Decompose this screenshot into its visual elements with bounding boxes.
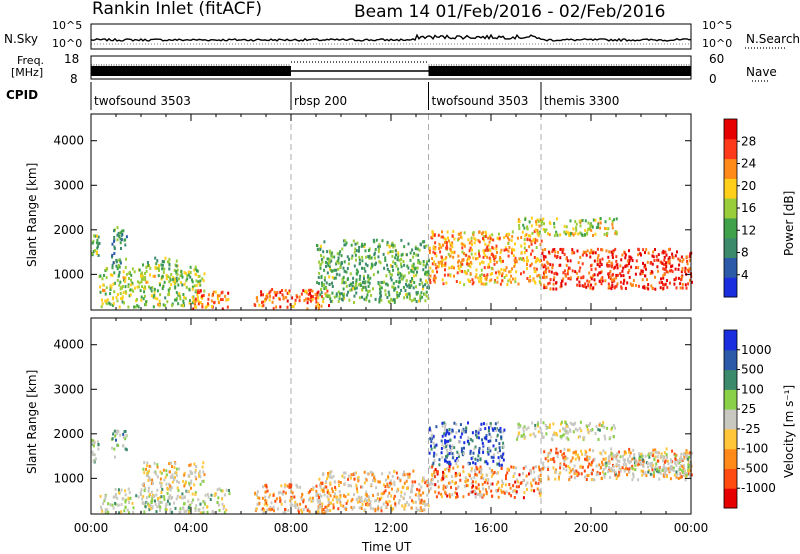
cpid-label-1: rbsp 200 [294, 94, 347, 108]
velocity-ylabel: Slant Range [km] [25, 369, 39, 474]
freq-band-2 [428, 66, 541, 76]
freq-band-3 [541, 66, 691, 76]
nsearch-label: N.Search [746, 32, 800, 46]
power-cbar-tick-0: 4 [741, 268, 749, 282]
velocity-colorbar-band-8 [724, 330, 737, 351]
power-ytick-label-0: 1000 [53, 267, 84, 281]
noise-panel-frame [90, 23, 692, 50]
power-ytick-label-2: 3000 [53, 178, 84, 192]
cpid-label-0: twofsound 3503 [94, 94, 191, 108]
velocity-colorbar-band-4 [724, 409, 737, 430]
cpid-label-2: twofsound 3503 [432, 94, 529, 108]
velocity-colorbar-band-7 [724, 349, 737, 371]
freq-band-0 [91, 66, 291, 76]
velocity-colorbar-band-1 [724, 468, 737, 489]
time-tick-label-1: 04:00 [174, 521, 209, 535]
velocity-cbar-tick-0: 1000 [741, 343, 772, 357]
freq-tick-top: 18 [64, 52, 80, 66]
power-colorbar-label: Power [dB] [782, 190, 796, 256]
nsky-tick-bottom: 10^0 [52, 37, 83, 50]
nsky-tick-top: 10^5 [52, 19, 83, 32]
station-title: Rankin Inlet (fitACF) [92, 0, 263, 19]
velocity-cbar-tick-1: 500 [741, 363, 764, 377]
power-ytick-label-3: 4000 [53, 134, 84, 148]
nave-tick-top: 60 [709, 52, 725, 66]
time-tick-label-0: 00:00 [74, 521, 109, 535]
velocity-cbar-tick-6: -500 [741, 461, 768, 475]
velocity-colorbar-label: Velocity [m s⁻¹] [782, 384, 796, 478]
power-cbar-tick-6: 28 [741, 134, 756, 148]
cpid-label-3: themis 3300 [544, 94, 619, 108]
time-tick-label-3: 12:00 [374, 521, 409, 535]
time-tick-label-6: 00:00 [674, 521, 709, 535]
power-cbar-tick-1: 8 [741, 246, 749, 260]
velocity-ytick-label-2: 3000 [53, 382, 84, 396]
time-tick-label-4: 16:00 [474, 521, 509, 535]
power-ytick-label-1: 2000 [53, 223, 84, 237]
power-cbar-tick-2: 12 [741, 223, 756, 237]
power-colorbar-band-0 [724, 277, 737, 298]
velocity-scatter [91, 420, 693, 515]
power-colorbar-band-4 [724, 198, 737, 219]
velocity-cbar-tick-2: 100 [741, 382, 764, 396]
nsky-label: N.Sky [4, 32, 39, 46]
power-colorbar-band-6 [724, 158, 737, 179]
power-cbar-tick-3: 16 [741, 201, 756, 215]
velocity-colorbar-band-2 [724, 448, 737, 469]
velocity-ytick-label-0: 1000 [53, 471, 84, 485]
velocity-cbar-tick-4: -25 [741, 422, 761, 436]
time-tick-label-5: 20:00 [574, 521, 609, 535]
power-colorbar-band-7 [724, 138, 737, 160]
time-tick-label-2: 08:00 [274, 521, 309, 535]
power-colorbar-band-8 [724, 119, 737, 140]
beam-date-title: Beam 14 01/Feb/2016 - 02/Feb/2016 [354, 2, 666, 22]
velocity-ytick-label-1: 2000 [53, 427, 84, 441]
time-axis-label: Time UT [362, 540, 412, 554]
velocity-cbar-tick-7: -1000 [741, 481, 776, 495]
velocity-ytick-label-3: 4000 [53, 338, 84, 352]
freq-tick-bottom: 8 [70, 72, 78, 86]
velocity-colorbar-band-3 [724, 428, 737, 450]
nave-label: Nave [746, 65, 777, 79]
velocity-colorbar-frame [723, 329, 738, 509]
freq-label: Freq. [17, 54, 45, 67]
power-colorbar-band-1 [724, 257, 737, 278]
freq-unit-label: [MHz] [11, 66, 44, 79]
velocity-colorbar-band-5 [724, 389, 737, 410]
nsearch-tick-bottom: 10^0 [702, 37, 733, 50]
power-colorbar-band-5 [724, 178, 737, 199]
velocity-cbar-tick-5: -100 [741, 442, 768, 456]
velocity-colorbar-band-6 [724, 369, 737, 390]
nsky-trace [90, 33, 692, 42]
power-cbar-tick-4: 20 [741, 179, 756, 193]
power-colorbar-band-3 [724, 217, 737, 239]
power-cbar-tick-5: 24 [741, 157, 756, 171]
nave-tick-bottom: 0 [709, 72, 717, 86]
power-ylabel: Slant Range [km] [25, 162, 39, 267]
velocity-cbar-tick-3: 25 [741, 402, 756, 416]
cpid-label: CPID [6, 88, 39, 102]
velocity-colorbar-band-0 [724, 488, 737, 509]
nsearch-tick-top: 10^5 [702, 19, 733, 32]
power-scatter [91, 216, 693, 311]
power-colorbar-band-2 [724, 237, 737, 258]
